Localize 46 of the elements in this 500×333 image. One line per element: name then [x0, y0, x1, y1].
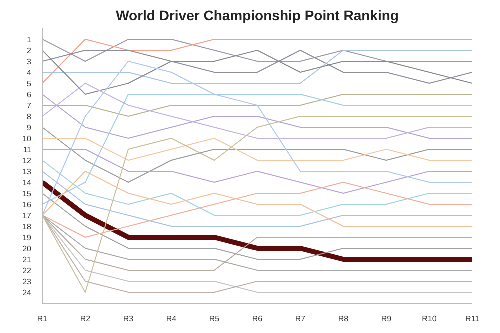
x-tick-label: R11 — [465, 314, 480, 324]
line-series — [42, 182, 472, 238]
y-tick-label: 6 — [27, 90, 32, 100]
y-tick-label: 7 — [27, 102, 32, 110]
x-tick-label: R3 — [123, 314, 134, 324]
x-tick-label: R10 — [422, 314, 438, 324]
line-series — [42, 50, 472, 95]
line-series — [42, 127, 472, 183]
y-tick-label: 23 — [22, 278, 32, 286]
y-tick-label: 10 — [22, 134, 32, 144]
chart-title: World Driver Championship Point Ranking — [116, 8, 399, 24]
y-tick-label: 16 — [22, 200, 32, 210]
y-tick-label: 22 — [22, 266, 32, 276]
y-tick-label: 13 — [22, 168, 32, 176]
line-series — [42, 94, 472, 139]
y-tick-label: 5 — [27, 80, 32, 88]
x-tick-label: R8 — [338, 314, 350, 324]
x-tick-label: R7 — [295, 314, 306, 324]
x-tick-label: R5 — [209, 314, 220, 324]
line-series — [42, 149, 472, 194]
y-tick-label: 19 — [22, 234, 32, 242]
y-tick-label: 15 — [22, 190, 32, 198]
x-tick-label: R9 — [381, 314, 392, 324]
y-tick-label: 8 — [27, 112, 32, 122]
y-tick-label: 17 — [22, 212, 32, 220]
y-tick-label: 20 — [22, 244, 32, 254]
x-tick-label: R4 — [166, 314, 178, 324]
y-tick-label: 2 — [27, 46, 32, 56]
y-tick-label: 21 — [22, 256, 32, 264]
x-tick-label: R2 — [80, 314, 92, 324]
x-tick-label: R1 — [37, 314, 48, 324]
line-series — [42, 83, 472, 139]
y-tick-label: 1 — [27, 36, 32, 44]
line-series — [42, 193, 472, 260]
y-tick-label: 4 — [27, 68, 32, 78]
y-tick-label: 12 — [22, 156, 32, 166]
y-tick-label: 24 — [22, 288, 32, 298]
y-tick-label: 9 — [27, 124, 32, 132]
y-tick-label: 18 — [22, 222, 32, 232]
y-tick-label: 11 — [23, 146, 32, 154]
line-series — [42, 116, 472, 293]
line-series — [42, 94, 472, 205]
y-tick-label: 3 — [27, 58, 32, 66]
y-tick-label: 14 — [22, 178, 32, 188]
line-series — [42, 160, 472, 216]
x-tick-label: R6 — [252, 314, 264, 324]
